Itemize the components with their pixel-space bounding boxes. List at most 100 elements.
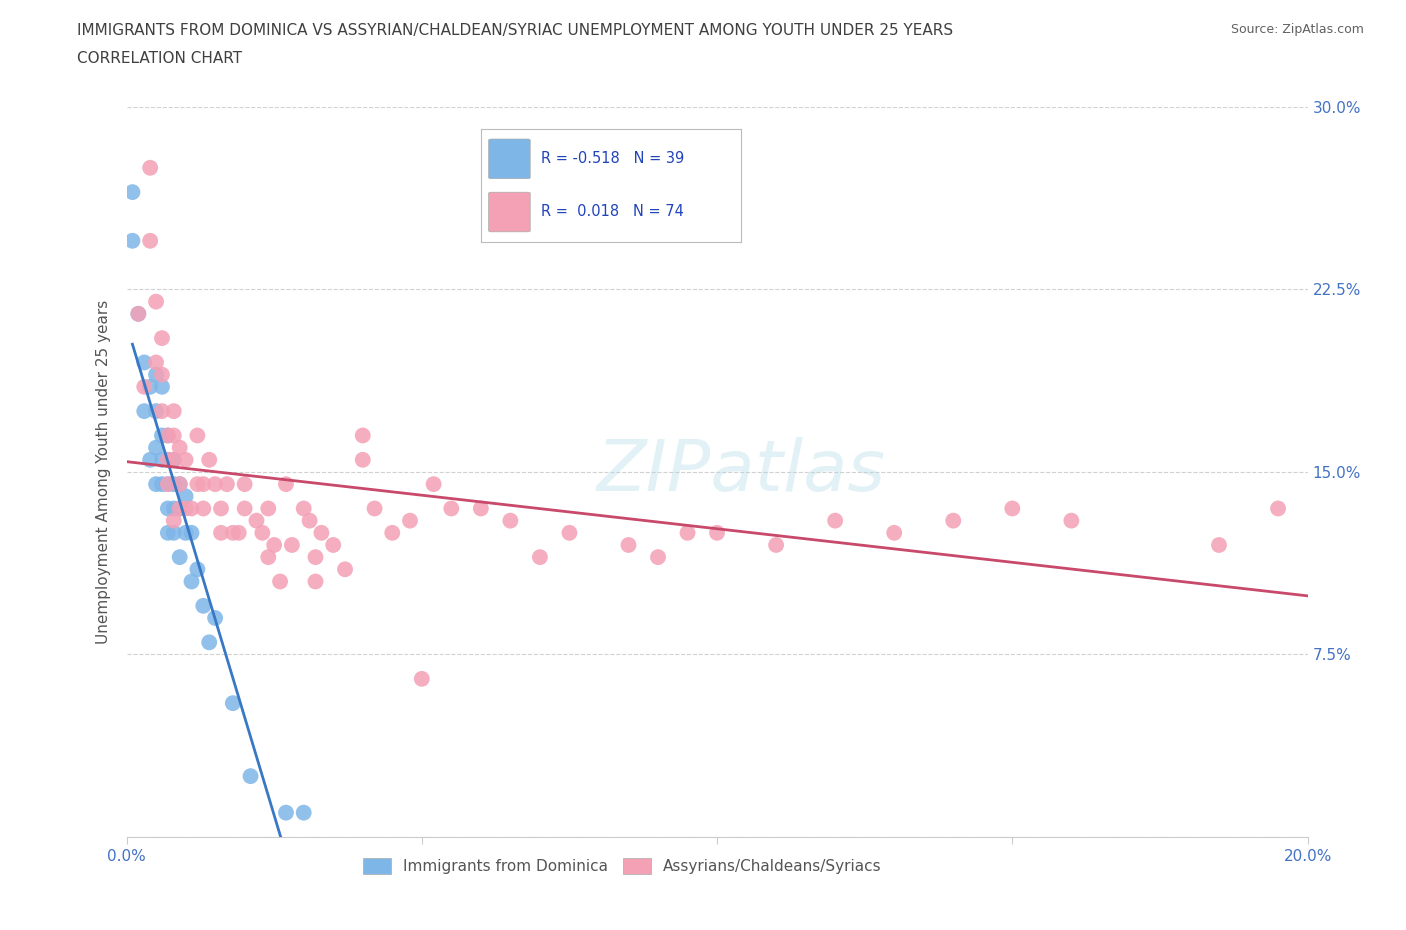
Point [233,477,256,492]
Point [145,294,167,309]
Point [198,635,221,650]
Point [352,428,374,443]
Point [134,355,156,370]
Point [228,525,250,540]
Point [180,574,202,589]
Point [215,477,238,492]
Text: CORRELATION CHART: CORRELATION CHART [77,51,242,66]
Point [150,428,173,443]
Point [127,306,149,321]
Point [145,404,167,418]
Point [139,379,162,394]
Point [156,428,179,443]
Point [163,513,186,528]
Point [274,805,297,820]
Point [169,440,191,455]
Point [252,525,274,540]
Point [298,513,321,528]
Point [765,538,787,552]
Point [204,611,226,626]
Point [186,477,208,492]
Point [269,574,291,589]
Point [499,513,522,528]
Point [150,404,173,418]
Point [233,501,256,516]
Point [1267,501,1289,516]
Point [222,696,245,711]
Point [156,477,179,492]
Point [174,489,197,504]
Point [169,477,191,492]
Point [169,477,191,492]
Point [411,671,433,686]
Point [186,562,208,577]
Point [363,501,385,516]
Point [292,805,315,820]
Point [163,477,186,492]
Point [156,428,179,443]
Point [156,452,179,467]
Point [333,562,356,577]
Point [245,513,267,528]
Point [134,379,156,394]
Point [156,452,179,467]
Point [121,233,143,248]
Text: ZIPatlas: ZIPatlas [596,437,886,507]
Point [322,538,344,552]
Point [156,525,179,540]
Point [311,525,333,540]
Point [617,538,640,552]
Point [193,598,215,613]
Point [163,501,186,516]
Point [150,379,173,394]
Y-axis label: Unemployment Among Youth under 25 years: Unemployment Among Youth under 25 years [96,299,111,644]
Point [145,355,167,370]
Point [209,501,232,516]
Point [186,428,208,443]
Point [139,452,162,467]
Point [263,538,285,552]
Point [180,525,202,540]
Point [399,513,422,528]
Point [163,452,186,467]
Point [169,501,191,516]
Point [304,574,326,589]
Point [150,452,173,467]
Point [134,404,156,418]
Point [150,477,173,492]
Point [121,185,143,200]
Point [1060,513,1083,528]
Point [942,513,965,528]
Point [440,501,463,516]
Point [198,452,221,467]
Point [222,525,245,540]
Point [163,428,186,443]
Point [169,550,191,565]
Point [292,501,315,516]
Point [558,525,581,540]
Point [145,477,167,492]
Point [174,452,197,467]
Point [204,477,226,492]
Point [1001,501,1024,516]
Point [193,501,215,516]
Point [174,525,197,540]
Point [676,525,699,540]
Point [422,477,444,492]
Point [529,550,551,565]
Point [145,440,167,455]
Point [150,367,173,382]
Point [274,477,297,492]
Point [193,477,215,492]
Point [139,233,162,248]
Point [647,550,669,565]
Point [883,525,905,540]
Point [257,501,280,516]
Point [352,452,374,467]
Point [169,501,191,516]
Point [163,452,186,467]
Point [1208,538,1230,552]
Point [281,538,304,552]
Point [180,501,202,516]
Point [381,525,404,540]
